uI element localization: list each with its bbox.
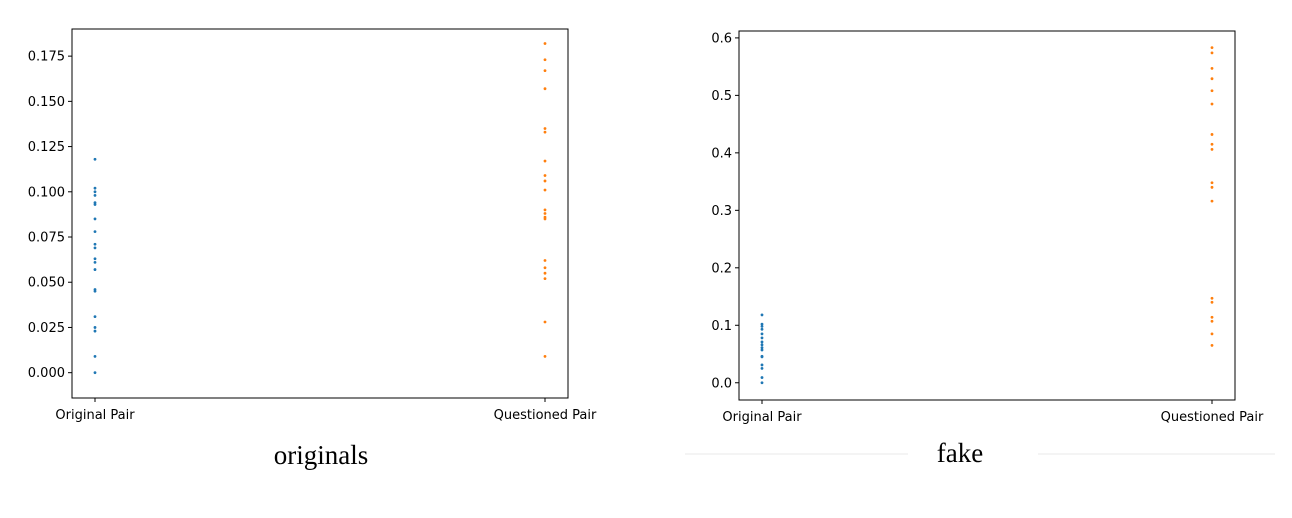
data-point: [760, 332, 764, 336]
y-tick-label: 0.050: [28, 276, 65, 291]
data-point: [93, 326, 97, 329]
chart-originals: 0.000 0.025 0.050 0.075 0.100 0.125 0.150 0.175…: [28, 28, 597, 423]
data-point: [93, 354, 97, 358]
data-point: [93, 246, 97, 250]
data-point: [760, 322, 764, 326]
data-point: [760, 355, 764, 359]
y-tick-label: 0.2: [711, 261, 732, 276]
data-point: [543, 69, 547, 73]
data-point: [760, 336, 764, 340]
y-tick-label: 0.025: [28, 321, 65, 336]
chart-fake: 0.0 0.1 0.2 0.3 0.4 0.5 0.6 Original Pair Questi…: [711, 30, 1264, 425]
caption-fake: fake: [937, 438, 983, 468]
data-point: [1210, 343, 1214, 347]
data-point: [93, 371, 97, 375]
data-point: [760, 348, 764, 352]
data-point: [543, 271, 547, 275]
data-point: [760, 376, 764, 379]
y-tick-label: 0.175: [28, 50, 65, 65]
data-point: [543, 354, 547, 358]
data-point: [760, 381, 764, 385]
y-tick-label: 0.125: [28, 140, 65, 155]
data-point: [93, 315, 97, 319]
data-point: [93, 257, 97, 261]
data-point: [1210, 185, 1214, 189]
data-point: [93, 203, 97, 206]
data-point: [1210, 66, 1214, 70]
data-point: [760, 363, 764, 367]
data-point: [543, 266, 547, 270]
data-point: [1210, 102, 1214, 106]
x-tick-label: Original Pair: [722, 410, 802, 425]
y-tick-label: 0.000: [28, 366, 65, 381]
y-tick-label: 0.5: [711, 89, 732, 104]
data-point: [760, 343, 764, 347]
x-tick-label: Questioned Pair: [494, 408, 597, 423]
data-point: [93, 260, 97, 264]
data-point: [760, 327, 764, 331]
y-tick-label: 0.6: [711, 31, 732, 46]
y-tick-label: 0.100: [28, 185, 65, 200]
y-tick-label: 0.075: [28, 231, 65, 246]
data-point: [93, 242, 97, 246]
data-point: [760, 325, 764, 328]
data-point: [760, 340, 764, 344]
data-point: [1210, 148, 1214, 151]
y-tick-label: 0.3: [711, 204, 732, 219]
data-point: [543, 130, 547, 134]
data-point: [760, 313, 764, 317]
data-point: [1210, 319, 1214, 323]
data-point: [543, 208, 547, 212]
y-tick-label: 0.4: [711, 146, 732, 161]
data-point: [543, 87, 547, 91]
data-point: [93, 217, 97, 221]
plot-frame: [738, 30, 1236, 401]
plot-frame: [71, 28, 569, 399]
data-point: [1210, 296, 1214, 300]
data-point: [1210, 89, 1214, 93]
data-point: [543, 159, 547, 163]
data-point: [93, 329, 97, 333]
data-point: [543, 174, 547, 177]
data-point: [93, 194, 97, 197]
data-point: [1210, 181, 1214, 185]
data-point: [760, 346, 764, 350]
data-point: [93, 230, 97, 233]
data-point: [543, 127, 547, 130]
data-point: [1210, 142, 1214, 146]
data-point: [543, 58, 547, 62]
y-tick-label: 0.1: [711, 319, 732, 334]
data-point: [1210, 46, 1214, 50]
data-point: [1210, 199, 1214, 203]
x-tick-label: Questioned Pair: [1161, 410, 1264, 425]
data-point: [543, 217, 547, 221]
data-point: [93, 289, 97, 293]
data-point: [93, 268, 97, 271]
data-point: [543, 277, 547, 281]
data-point: [543, 212, 547, 215]
data-point: [1210, 300, 1214, 304]
data-point: [1210, 133, 1214, 136]
x-tick-label: Original Pair: [55, 408, 135, 423]
caption-originals: originals: [274, 440, 369, 470]
data-point: [543, 259, 547, 262]
data-point: [543, 42, 547, 45]
data-point: [760, 366, 764, 370]
data-point: [543, 179, 547, 183]
data-point: [543, 188, 547, 192]
y-tick-label: 0.0: [711, 376, 732, 391]
data-point: [543, 320, 547, 324]
data-point: [1210, 332, 1214, 336]
data-point: [1210, 77, 1214, 81]
data-point: [1210, 315, 1214, 319]
data-point: [93, 186, 97, 190]
data-point: [93, 190, 97, 194]
data-point: [93, 157, 97, 161]
y-tick-label: 0.150: [28, 95, 65, 110]
data-point: [1210, 51, 1214, 55]
